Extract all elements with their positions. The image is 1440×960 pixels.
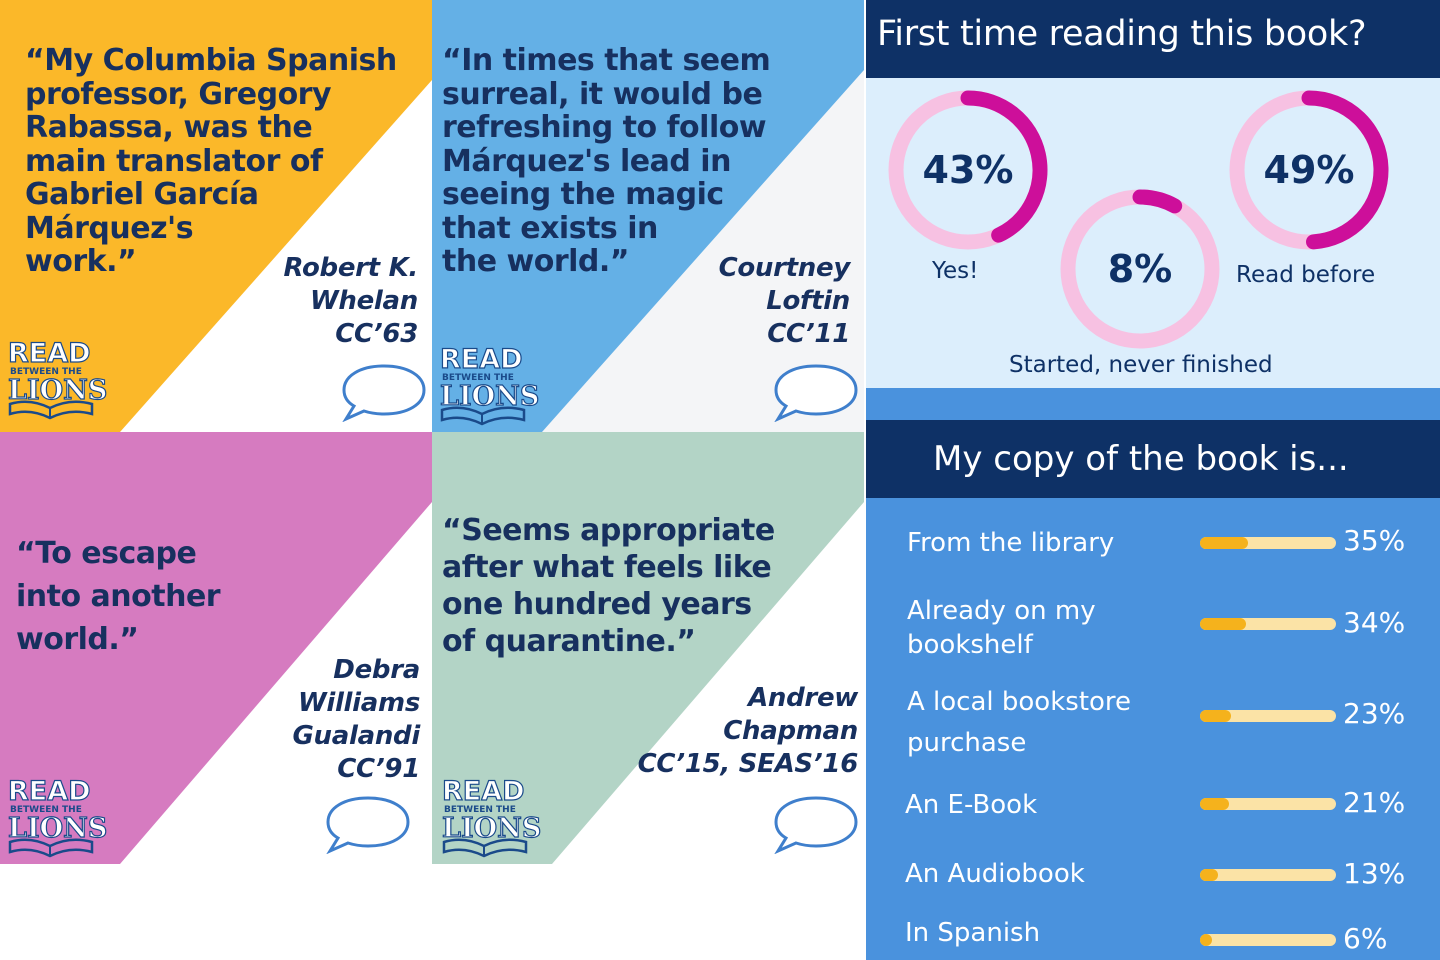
speech-bubble-icon [342,364,426,422]
bar-percent: 34% [1343,606,1406,639]
read-between-the-lions-logo: READ BETWEEN THE LIONS [6,777,108,860]
bar-fill [1200,537,1248,549]
bar-track [1200,537,1336,549]
panel-header: My copy of the book is... [866,420,1440,498]
donut-label-yes: Yes! [932,258,979,284]
bar-row-label: Already on my bookshelf [907,596,1096,660]
speech-bubble-icon [774,796,858,854]
bar-percent: 6% [1343,922,1388,955]
donut-label-started: Started, never finished [1009,352,1273,378]
quote-text: “My Columbia Spanish professor, Gregory Ra… [25,43,397,279]
quote-tile-loftin: “In times that seem surreal, it would be r… [432,0,864,432]
quote-author: Courtney Loftin CC’11 [718,253,851,349]
read-between-the-lions-logo: READ BETWEEN THE LIONS [6,339,108,422]
bar-percent: 35% [1343,524,1406,557]
donut-yes: 43% [888,90,1048,250]
bar-fill [1200,798,1229,810]
quote-text: “Seems appropriate after what feels like … [442,513,775,659]
donut-percent: 43% [923,148,1014,192]
bar-track [1200,798,1336,810]
donut-read-before: 49% [1229,90,1389,250]
tile-background [0,432,432,864]
bar-row-label: From the library [907,528,1115,558]
bar-fill [1200,710,1231,722]
panel-title: My copy of the book is... [933,439,1349,479]
panel-header: First time reading this book? [866,0,1440,78]
bar-row-label: A local bookstore purchase [907,687,1132,758]
panel-separator [866,388,1440,420]
bar-fill [1200,934,1212,946]
quote-author: Andrew Chapman CC’15, SEAS’16 [637,683,859,779]
read-between-the-lions-logo: READ BETWEEN THE LIONS [438,345,540,428]
bar-percent: 23% [1343,697,1406,730]
tile-background [0,0,432,432]
quote-text: “In times that seem surreal, it would be r… [442,43,771,279]
bar-percent: 21% [1343,786,1406,819]
quote-author: Debra Williams Gualandi CC’91 [292,655,421,784]
read-between-the-lions-logo: READ BETWEEN THE LIONS [440,777,542,860]
donut-percent: 49% [1264,148,1355,192]
bar-track [1200,934,1336,946]
panel-title: First time reading this book? [877,14,1367,54]
tile-background [432,432,864,864]
bar-fill [1200,618,1246,630]
speech-bubble-icon [326,796,410,854]
donut-started-never-finished: 8% [1060,189,1220,349]
book-copy-panel: My copy of the book is... From the libra… [866,420,1440,960]
speech-bubble-icon [774,364,858,422]
donut-percent: 8% [1108,247,1173,291]
tile-background [432,0,864,432]
bar-track [1200,710,1336,722]
first-time-reading-panel: First time reading this book? 43% 8% 49%… [866,0,1440,388]
bar-row-label: In Spanish [905,918,1041,948]
quote-author: Robert K. Whelan CC’63 [283,253,419,349]
bar-track [1200,869,1336,881]
bar-fill [1200,869,1218,881]
donut-label-read-before: Read before [1236,262,1376,288]
quote-tile-gualandi: “To escape into another world.” Debra Willi… [0,432,432,864]
bar-row-label: An E-Book [905,790,1038,820]
bar-row-label: An Audiobook [905,859,1085,889]
quote-text: “To escape into another world.” [16,536,221,657]
bar-percent: 13% [1343,857,1406,890]
quote-tile-chapman: “Seems appropriate after what feels like … [432,432,864,864]
bar-track [1200,618,1336,630]
quote-tile-whelan: “My Columbia Spanish professor, Gregory Ra… [0,0,432,432]
donut-charts: 43% 8% 49% [888,90,1389,349]
